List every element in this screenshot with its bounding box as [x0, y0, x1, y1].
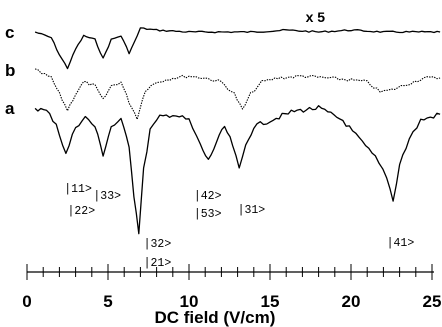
state-label: |11>: [64, 183, 92, 196]
x-tick-label: 0: [22, 292, 31, 311]
trace-c: [34, 27, 441, 70]
x-axis: 0 5 10 15 20 25 DC field (V/cm): [22, 264, 441, 327]
trace-label-b: b: [5, 61, 15, 80]
x-tick-label: 25: [423, 292, 442, 311]
labels: cba x 5 |11> |22> |33> |32> |21> |42> |53> |31> |4…: [5, 9, 414, 270]
state-label: |21>: [144, 257, 172, 270]
state-label: |53>: [194, 208, 222, 221]
state-label: |33>: [93, 190, 121, 203]
x-tick-label: 5: [103, 292, 112, 311]
trace-label-c: c: [5, 23, 14, 42]
x-axis-title: DC field (V/cm): [154, 308, 275, 327]
multiplier-label: x 5: [306, 9, 326, 25]
x-tick-label: 10: [180, 292, 199, 311]
traces: [34, 27, 441, 235]
state-label: |41>: [387, 237, 415, 250]
x-tick-label: 20: [342, 292, 361, 311]
x-tick-label: 15: [261, 292, 280, 311]
state-label: |22>: [68, 205, 96, 218]
state-label: |31>: [238, 204, 266, 217]
trace-label-a: a: [5, 99, 15, 118]
trace-b: [34, 68, 441, 120]
state-label: |42>: [194, 190, 222, 203]
state-label: |32>: [144, 238, 172, 251]
trace-a: [34, 105, 441, 235]
